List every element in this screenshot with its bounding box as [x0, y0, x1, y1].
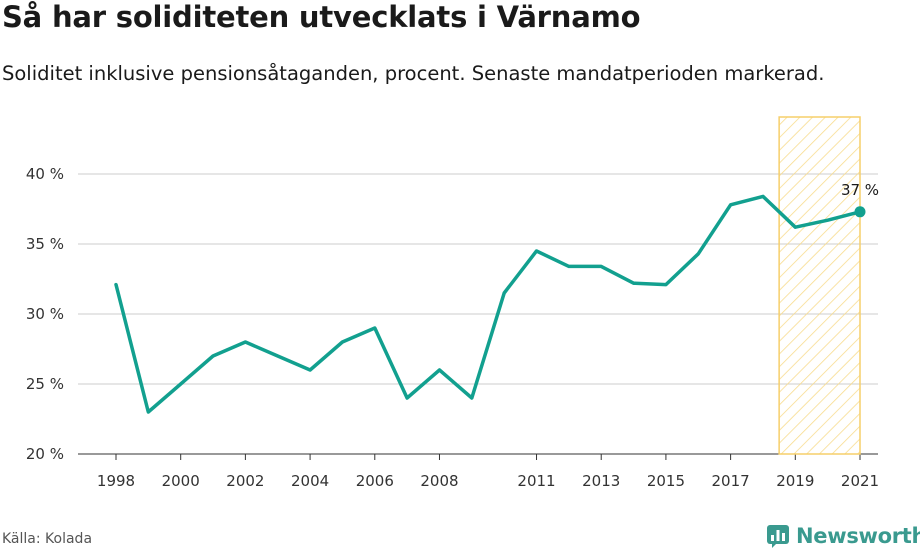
x-tick-label: 2004: [291, 472, 329, 490]
x-tick-label: 2002: [226, 472, 264, 490]
source-note: Källa: Kolada: [2, 531, 93, 547]
last-data-point: [854, 206, 866, 218]
y-tick-label: 40 %: [26, 165, 64, 183]
brand-logo[interactable]: Newsworthy: [766, 521, 920, 551]
brand-name: Newsworthy: [796, 524, 920, 548]
x-tick-label: 2015: [647, 472, 685, 490]
chart-title: Så har soliditeten utvecklats i Värnamo: [2, 0, 641, 34]
x-tick-label: 2013: [582, 472, 620, 490]
x-tick-label: 2011: [517, 472, 555, 490]
y-tick-label: 30 %: [26, 305, 64, 323]
x-tick-label: 2000: [162, 472, 200, 490]
x-tick-label: 2017: [712, 472, 750, 490]
x-tick-label: 2008: [420, 472, 458, 490]
newsworthy-logo-icon: [767, 525, 789, 548]
x-tick-label: 2006: [356, 472, 394, 490]
chart-subtitle: Soliditet inklusive pensionsåtaganden, p…: [2, 62, 825, 85]
y-tick-label: 20 %: [26, 445, 64, 463]
x-tick-label: 2019: [776, 472, 814, 490]
end-value-label: 37 %: [841, 181, 879, 199]
series-line: [114, 194, 862, 414]
y-tick-label: 35 %: [26, 235, 64, 253]
x-tick-label: 2021: [841, 472, 879, 490]
y-tick-label: 25 %: [26, 375, 64, 393]
mandate-period-highlight: [778, 116, 861, 455]
x-tick-label: 1998: [97, 472, 135, 490]
